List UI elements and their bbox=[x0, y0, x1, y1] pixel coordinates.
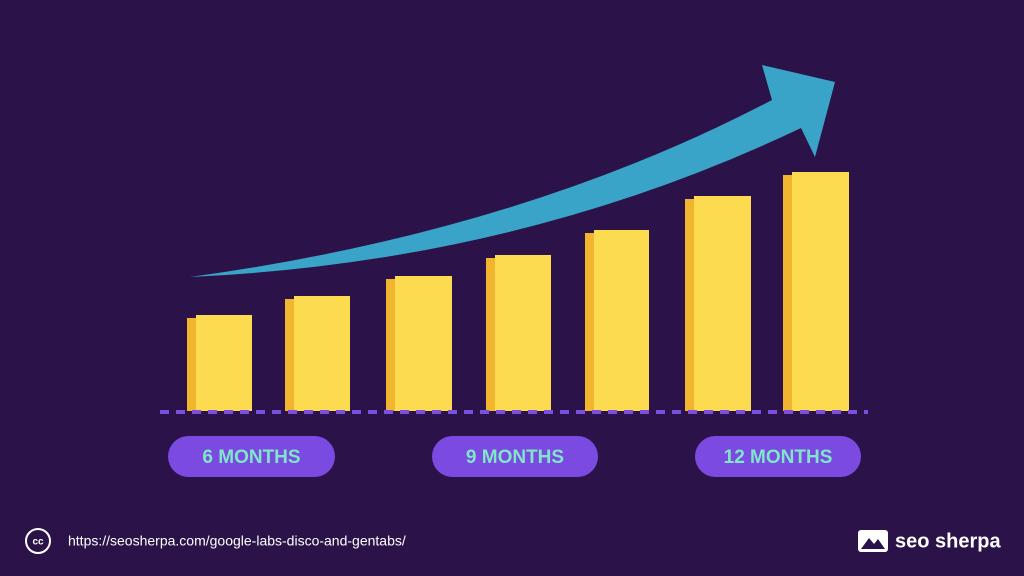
license-icon bbox=[25, 528, 51, 554]
period-label: 6 MONTHS bbox=[202, 447, 300, 468]
period-label: 12 MONTHS bbox=[724, 447, 833, 468]
bar bbox=[294, 296, 350, 411]
label-pill bbox=[695, 436, 861, 477]
source-url: https://seosherpa.com/google-labs-disco-… bbox=[68, 533, 406, 549]
brand-logo: seo sherpa bbox=[858, 530, 1001, 552]
period-label: 9 MONTHS bbox=[466, 447, 564, 468]
label-pill bbox=[168, 436, 335, 477]
license-icon-text: cc bbox=[32, 537, 44, 548]
bar bbox=[792, 172, 849, 411]
bar bbox=[196, 315, 252, 411]
label-pill bbox=[432, 436, 598, 477]
brand-name: seo sherpa bbox=[895, 530, 1001, 552]
bar bbox=[495, 255, 551, 411]
growth-arrow bbox=[190, 65, 835, 277]
bar bbox=[594, 230, 649, 411]
bar bbox=[694, 196, 751, 411]
logo-mountain bbox=[861, 538, 885, 549]
bars bbox=[187, 172, 849, 411]
bar bbox=[395, 276, 452, 411]
